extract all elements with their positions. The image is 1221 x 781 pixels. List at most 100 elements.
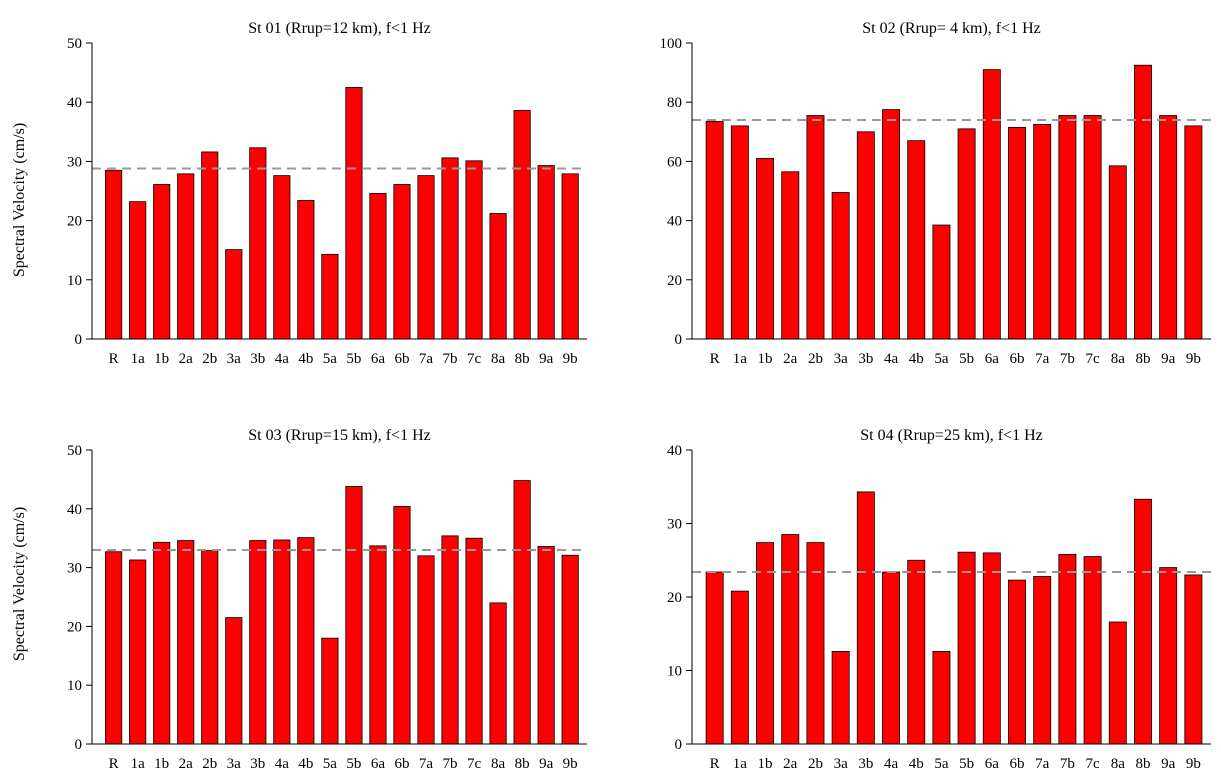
x-tick-label: 4b [909, 351, 924, 367]
bar-4b [907, 140, 926, 340]
bar-6b [1008, 126, 1026, 340]
bar-9b [561, 554, 579, 745]
bar-4a [273, 175, 291, 340]
bar-5b [345, 486, 363, 745]
x-tick-label: R [109, 756, 119, 772]
x-tick-label: 7c [1086, 756, 1101, 772]
x-tick-label: 2b [808, 756, 823, 772]
x-tick-label: 7b [443, 756, 458, 772]
x-tick-label: 9b [1186, 351, 1201, 367]
y-tick-label: 0 [75, 332, 83, 348]
bar-1a [129, 559, 147, 745]
bar-9a [1159, 567, 1178, 745]
bar-8a [1108, 621, 1127, 745]
bar-R [105, 551, 123, 745]
x-tick-label: 2b [808, 351, 823, 367]
bar-9a [537, 546, 555, 745]
x-tick-label: 7c [467, 351, 482, 367]
bar-8a [489, 213, 507, 340]
x-tick-label: 5a [934, 351, 949, 367]
bar-7b [1058, 115, 1077, 340]
y-tick-label: 10 [667, 664, 682, 680]
bar-9b [1184, 125, 1203, 340]
x-tick-label: R [710, 756, 720, 772]
y-tick-label: 50 [67, 443, 82, 459]
bar-7a [1033, 576, 1052, 745]
x-tick-label: 3b [250, 756, 265, 772]
x-tick-label: 6a [985, 756, 1000, 772]
x-tick-label: 2b [202, 756, 217, 772]
x-tick-label: 4b [298, 351, 313, 367]
bar-5a [932, 224, 951, 340]
y-tick-label: 40 [667, 443, 682, 459]
bar-6b [393, 184, 411, 340]
x-tick-label: 5a [323, 351, 338, 367]
bar-R [105, 169, 123, 340]
bar-2b [806, 115, 825, 340]
x-tick-label: 9b [1186, 756, 1201, 772]
bar-7a [1033, 124, 1052, 340]
x-tick-label: 9a [539, 351, 554, 367]
x-tick-label: 6a [371, 756, 386, 772]
x-tick-label: 3a [227, 756, 242, 772]
x-tick-label: 8a [491, 756, 506, 772]
bar-7c [1083, 556, 1102, 745]
y-tick-label: 40 [67, 95, 82, 111]
bar-5a [321, 253, 339, 340]
x-tick-label: 4a [884, 351, 899, 367]
x-tick-label: 4a [275, 351, 290, 367]
x-tick-label: 5a [323, 756, 338, 772]
y-tick-label: 40 [67, 502, 82, 518]
bar-6a [369, 192, 387, 340]
chart-title: St 02 (Rrup= 4 km), f<1 Hz [862, 20, 1040, 37]
x-tick-label: 9b [563, 756, 578, 772]
bar-7b [1058, 553, 1077, 745]
x-tick-label: 3a [834, 351, 849, 367]
x-tick-label: 7b [1060, 351, 1075, 367]
bar-2a [177, 540, 195, 745]
x-tick-label: 6b [1010, 351, 1025, 367]
x-tick-label: 1b [154, 351, 169, 367]
x-tick-label: 2b [202, 351, 217, 367]
y-tick-label: 80 [667, 95, 682, 111]
y-axis-label-bottom: Spectral Velocity (cm/s) [11, 507, 28, 661]
x-tick-label: 1a [733, 756, 748, 772]
bar-4a [273, 539, 291, 745]
x-tick-label: 9a [1161, 756, 1176, 772]
bar-9a [1159, 115, 1178, 340]
x-tick-label: R [710, 351, 720, 367]
bar-1a [730, 590, 749, 745]
bar-1b [153, 184, 171, 340]
y-tick-label: 10 [67, 678, 82, 694]
x-tick-label: 8a [1111, 351, 1126, 367]
bar-1a [730, 125, 749, 340]
x-tick-label: 9a [539, 756, 554, 772]
x-tick-label: 7c [1086, 351, 1101, 367]
chart-panel-st01: St 01 (Rrup=12 km), f<1 Hz 0 10 20 30 40 50 R 1a… [67, 20, 587, 367]
bar-7c [1083, 115, 1102, 340]
x-tick-label: 4b [298, 756, 313, 772]
x-tick-label: 3b [858, 351, 873, 367]
bar-3b [856, 491, 875, 745]
x-tick-label: 3a [227, 351, 242, 367]
bar-5b [345, 87, 363, 340]
y-tick-label: 40 [667, 214, 682, 230]
bar-R [705, 571, 724, 745]
bar-4b [297, 200, 315, 340]
x-tick-label: 9b [563, 351, 578, 367]
bar-9b [561, 173, 579, 340]
y-tick-label: 10 [67, 273, 82, 289]
bar-7a [417, 555, 435, 745]
bar-1b [153, 541, 171, 745]
bar-3a [225, 249, 243, 340]
y-tick-label: 20 [67, 214, 82, 230]
x-tick-label: 6b [394, 351, 409, 367]
bar-6b [1008, 579, 1026, 745]
bar-3a [225, 617, 243, 745]
bar-7c [465, 160, 483, 340]
x-tick-label: 7a [1035, 351, 1050, 367]
bar-8b [1134, 64, 1152, 340]
x-tick-label: 1a [131, 756, 146, 772]
x-tick-label: 7a [419, 756, 434, 772]
x-tick-label: 3b [858, 756, 873, 772]
